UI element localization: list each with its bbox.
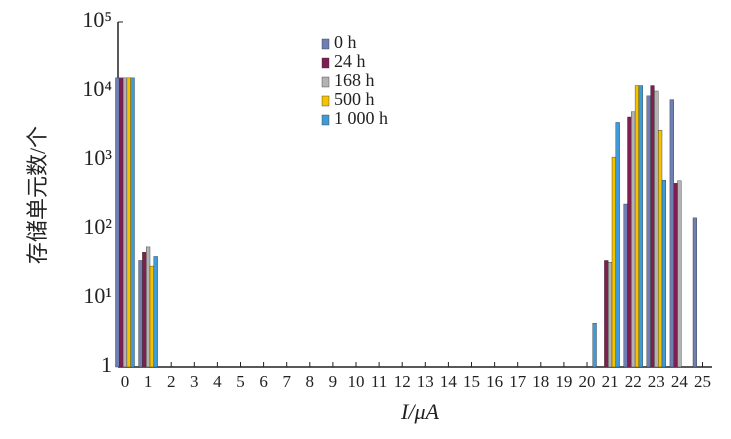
y-tick-label: 10⁴: [82, 76, 112, 101]
bar: [153, 256, 158, 368]
legend-swatch: [321, 95, 330, 107]
y-tick-label: 10⁵: [82, 7, 112, 32]
bar: [122, 77, 128, 368]
bar: [130, 77, 135, 368]
bar: [126, 77, 131, 368]
bar: [638, 85, 643, 368]
x-tick-label: 1: [144, 372, 153, 391]
y-tick-label: 10²: [83, 214, 112, 239]
x-tick-label: 4: [213, 372, 222, 391]
x-tick-label: 2: [167, 372, 176, 391]
bar: [658, 130, 663, 368]
x-tick-label: 17: [509, 372, 527, 391]
x-tick-label: 16: [486, 372, 503, 391]
bar: [673, 183, 678, 368]
x-tick-label: 25: [694, 372, 711, 391]
y-axis-label: 存储单元数/个: [25, 126, 50, 264]
bar: [654, 90, 659, 368]
legend-swatch: [321, 38, 330, 50]
bar: [604, 260, 609, 368]
x-tick-label: 10: [348, 372, 365, 391]
x-tick-label: 8: [306, 372, 315, 391]
x-tick-label: 0: [121, 372, 130, 391]
bar: [138, 260, 143, 368]
bar: [669, 99, 674, 368]
legend-label: 0 h: [334, 32, 357, 52]
x-tick-label: 22: [625, 372, 642, 391]
y-tick-label: 10³: [83, 145, 112, 170]
x-tick-label: 5: [236, 372, 245, 391]
bar: [149, 265, 154, 368]
bar: [677, 180, 682, 368]
x-tick-label: 6: [259, 372, 268, 391]
bar: [627, 116, 632, 368]
bar: [592, 323, 597, 368]
x-tick-label: 24: [671, 372, 689, 391]
x-tick-label: 15: [463, 372, 480, 391]
bar: [661, 179, 666, 368]
x-tick-label: 19: [555, 372, 572, 391]
bar: [650, 85, 655, 368]
x-tick-label: 12: [394, 372, 411, 391]
y-tick-label: 1: [101, 352, 112, 377]
x-tick-label: 21: [602, 372, 619, 391]
bar: [623, 203, 628, 368]
bar: [611, 156, 616, 368]
legend-label: 24 h: [334, 51, 366, 71]
bar: [119, 77, 124, 368]
x-tick-label: 7: [282, 372, 291, 391]
x-tick-label: 11: [371, 372, 387, 391]
x-tick-label: 23: [648, 372, 665, 391]
legend-label: 500 h: [334, 89, 375, 109]
x-tick-label: 20: [579, 372, 596, 391]
bar: [631, 111, 636, 368]
bar: [634, 85, 640, 368]
bar: [692, 217, 697, 368]
bar: [145, 246, 151, 368]
x-axis-label: I/μA: [400, 399, 439, 424]
bar: [646, 95, 651, 368]
x-tick-label: 18: [532, 372, 549, 391]
x-tick-label: 14: [440, 372, 458, 391]
legend-label: 168 h: [334, 70, 375, 90]
legend-swatch: [321, 114, 330, 126]
bar: [115, 77, 120, 368]
x-tick-label: 3: [190, 372, 199, 391]
legend-swatch: [321, 76, 330, 88]
x-tick-label: 9: [329, 372, 338, 391]
legend-label: 1 000 h: [334, 108, 388, 128]
bar: [142, 252, 147, 368]
bar: [615, 122, 620, 368]
legend-swatch: [321, 57, 330, 69]
y-tick-label: 10¹: [83, 283, 112, 308]
bar: [608, 262, 613, 368]
x-tick-label: 13: [417, 372, 434, 391]
